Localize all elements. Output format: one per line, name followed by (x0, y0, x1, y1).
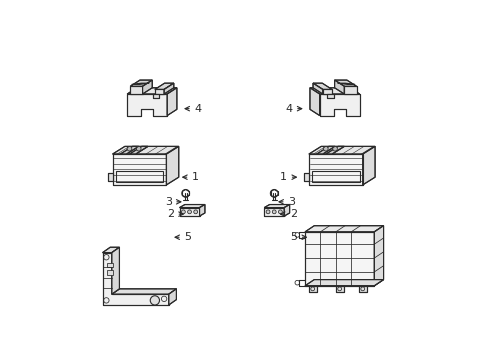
Polygon shape (179, 204, 205, 208)
Polygon shape (374, 226, 384, 286)
Polygon shape (113, 147, 179, 154)
Circle shape (333, 147, 337, 151)
Polygon shape (363, 147, 375, 185)
Polygon shape (199, 204, 205, 216)
Polygon shape (155, 89, 164, 94)
Polygon shape (359, 286, 367, 292)
Polygon shape (305, 226, 384, 232)
Polygon shape (264, 204, 290, 208)
Text: 2: 2 (290, 209, 297, 219)
Polygon shape (113, 154, 167, 185)
Polygon shape (153, 94, 159, 98)
Polygon shape (284, 204, 290, 216)
Circle shape (188, 210, 192, 214)
Circle shape (272, 210, 276, 214)
Text: 5: 5 (184, 232, 191, 242)
Polygon shape (120, 147, 139, 154)
Polygon shape (317, 147, 335, 154)
Polygon shape (309, 154, 363, 185)
Polygon shape (112, 289, 176, 294)
Polygon shape (102, 247, 120, 253)
Polygon shape (127, 94, 167, 116)
Polygon shape (164, 83, 174, 94)
Text: 4: 4 (286, 104, 293, 114)
Polygon shape (264, 208, 284, 216)
Polygon shape (169, 289, 176, 305)
Polygon shape (338, 83, 355, 85)
Circle shape (150, 296, 160, 305)
Polygon shape (167, 88, 177, 116)
Polygon shape (143, 80, 152, 94)
Circle shape (278, 210, 282, 214)
Bar (107, 263, 113, 267)
Circle shape (323, 147, 328, 151)
Text: 3: 3 (288, 197, 295, 207)
Polygon shape (155, 83, 174, 89)
Polygon shape (323, 89, 332, 94)
Polygon shape (127, 88, 177, 94)
Text: 3: 3 (165, 197, 172, 207)
Circle shape (181, 210, 185, 214)
Polygon shape (326, 147, 344, 154)
Polygon shape (305, 280, 384, 286)
Circle shape (136, 147, 141, 151)
Polygon shape (305, 232, 374, 286)
Polygon shape (336, 286, 343, 292)
Circle shape (127, 147, 132, 151)
Polygon shape (130, 80, 152, 86)
Circle shape (194, 210, 197, 214)
Polygon shape (344, 86, 357, 94)
Polygon shape (313, 83, 323, 94)
Polygon shape (335, 80, 344, 94)
Polygon shape (310, 88, 360, 94)
Polygon shape (304, 173, 309, 181)
Circle shape (266, 210, 270, 214)
Polygon shape (130, 86, 143, 94)
Text: 2: 2 (167, 209, 174, 219)
Polygon shape (309, 147, 375, 154)
Bar (107, 270, 113, 275)
Polygon shape (319, 94, 360, 116)
Polygon shape (108, 173, 113, 181)
Polygon shape (129, 147, 148, 154)
Text: 4: 4 (194, 104, 201, 114)
Polygon shape (313, 83, 332, 89)
Polygon shape (310, 88, 319, 116)
Polygon shape (179, 208, 199, 216)
Text: 1: 1 (280, 172, 287, 182)
Polygon shape (167, 147, 179, 185)
Polygon shape (132, 83, 149, 85)
Text: 5: 5 (290, 232, 297, 242)
Polygon shape (102, 253, 169, 305)
Polygon shape (327, 94, 334, 98)
Polygon shape (112, 247, 120, 294)
Polygon shape (309, 286, 317, 292)
Text: 1: 1 (192, 172, 199, 182)
Polygon shape (335, 80, 357, 86)
